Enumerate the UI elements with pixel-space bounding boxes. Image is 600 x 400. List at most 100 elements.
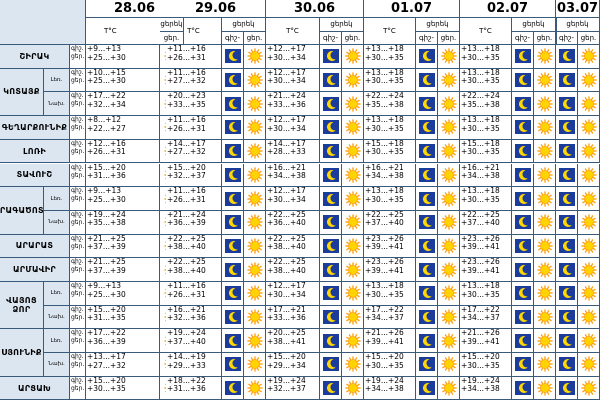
night-temp: +17...+22 xyxy=(87,92,126,101)
sun-icon xyxy=(440,333,457,349)
moon-icon xyxy=(514,49,531,64)
region-name: ԿՈՏԱՅՔ xyxy=(0,68,44,117)
moon-icon xyxy=(322,120,339,135)
moon-cell xyxy=(556,376,578,400)
moon-cell xyxy=(222,210,244,235)
moon-cell xyxy=(512,258,534,282)
sun-icon xyxy=(440,356,457,373)
night-temp: +18...+22 xyxy=(167,376,206,385)
row-labels: գիշ. ցեր. xyxy=(70,329,86,354)
moon-cell xyxy=(416,116,438,140)
sun-cell xyxy=(244,45,266,69)
day-temp: +27...+32 xyxy=(87,360,126,370)
moon-icon xyxy=(224,286,241,301)
night-temp: +12...+17 xyxy=(267,116,306,125)
moon-cell xyxy=(512,210,534,235)
moon-cell xyxy=(512,116,534,140)
sun-icon xyxy=(440,96,457,112)
night-temp: +23...+26 xyxy=(365,258,404,267)
day-temp: +35...+38 xyxy=(365,99,404,109)
region-name: ՍՅՈՒՆԻՔ xyxy=(0,329,44,377)
day-temp: +32...+36 xyxy=(167,313,206,323)
temperature-cell: +13...+18+30...+35 xyxy=(460,45,512,69)
sun-cell xyxy=(578,92,600,117)
region-name: ՎԱՅՈՑ ՁՈՐ xyxy=(0,282,44,330)
sun-icon xyxy=(344,356,361,373)
moon-icon xyxy=(558,381,575,396)
day-temp: +30...+35 xyxy=(365,76,404,86)
sun-icon xyxy=(440,167,457,183)
sun-cell xyxy=(244,329,266,354)
day-temp: +28...+33 xyxy=(267,147,306,157)
moon-cell xyxy=(320,210,342,235)
moon-cell xyxy=(222,282,244,306)
sun-icon xyxy=(246,262,263,278)
date-header: 02.07 xyxy=(460,0,556,18)
sun-cell xyxy=(578,68,600,93)
sun-icon xyxy=(344,238,361,254)
moon-cell xyxy=(512,305,534,330)
temperature-cell: +22...+25+37...+40 xyxy=(460,210,512,235)
night-temp: +22...+25 xyxy=(167,258,206,267)
sun-icon xyxy=(344,48,361,64)
sun-cell xyxy=(438,92,460,117)
moon-icon xyxy=(418,381,435,396)
moon-icon xyxy=(558,238,575,253)
sun-icon xyxy=(536,238,553,254)
day-temp: +30...+34 xyxy=(267,76,306,86)
temperature-cell: +21...+26+39...+41 xyxy=(460,329,512,354)
night-temp: +15...+20 xyxy=(87,305,126,314)
sun-cell xyxy=(244,210,266,235)
temperature-cell: +13...+18+30...+35 xyxy=(460,68,512,93)
day-abbr: ցեր. xyxy=(71,384,85,392)
night-temp: +12...+17 xyxy=(267,187,306,196)
day-temp: +39...+41 xyxy=(461,336,500,346)
day-temp: +27...+32 xyxy=(167,76,206,86)
night-temp: +11...+16 xyxy=(167,116,206,125)
day-temp: +29...+34 xyxy=(267,360,306,370)
day-label: ցերեկ xyxy=(512,18,556,32)
night-label: գիշ- xyxy=(416,31,438,45)
night-temp: +9...+13 xyxy=(87,282,122,290)
night-temp: +14...+19 xyxy=(167,353,206,362)
sun-icon xyxy=(580,143,597,159)
moon-icon xyxy=(558,120,575,135)
sun-icon xyxy=(440,119,457,136)
day-temp: +34...+37 xyxy=(365,313,404,323)
moon-cell xyxy=(416,92,438,117)
night-abbr: գիշ. xyxy=(71,92,84,100)
day-temp: +36...+39 xyxy=(167,218,206,228)
row-labels: գիշ. ցեր. xyxy=(70,376,86,400)
region-name: ԱՐԱԳԱԾՈՏՆ xyxy=(0,187,44,235)
moon-cell xyxy=(222,353,244,377)
sun-cell xyxy=(244,376,266,400)
day-abbr: ցեր. xyxy=(71,100,85,108)
day-temp: +30...+34 xyxy=(267,289,306,299)
sun-icon xyxy=(580,262,597,278)
moon-icon xyxy=(224,357,241,372)
moon-icon xyxy=(418,49,435,64)
night-temp: +21...+25 xyxy=(87,234,126,243)
temperature-cell: +21...+24 +33...+36 xyxy=(266,92,320,117)
sun-icon xyxy=(536,309,553,325)
moon-icon xyxy=(418,96,435,111)
temperature-cell: +13...+17 +27...+32 xyxy=(86,353,160,377)
sun-cell xyxy=(342,163,364,188)
sun-cell xyxy=(534,353,556,377)
night-temp: +13...+18 xyxy=(461,68,500,77)
night-temp: +21...+26 xyxy=(365,329,404,338)
temperature-cell: +19...+24 +32...+37 xyxy=(266,376,320,400)
sun-icon xyxy=(246,214,263,230)
night-temp: +12...+17 xyxy=(267,282,306,290)
day-temp: +26...+31 xyxy=(167,123,206,133)
night-temp: +22...+25 xyxy=(461,210,500,219)
row-labels: գիշ. ցեր. xyxy=(70,139,86,164)
night-temp: +22...+25 xyxy=(267,258,306,267)
moon-icon xyxy=(514,96,531,111)
sun-icon xyxy=(536,96,553,112)
moon-icon xyxy=(224,191,241,206)
day-temp: +37...+39 xyxy=(87,242,126,252)
moon-icon xyxy=(558,310,575,325)
moon-cell xyxy=(222,139,244,164)
moon-cell xyxy=(556,258,578,282)
